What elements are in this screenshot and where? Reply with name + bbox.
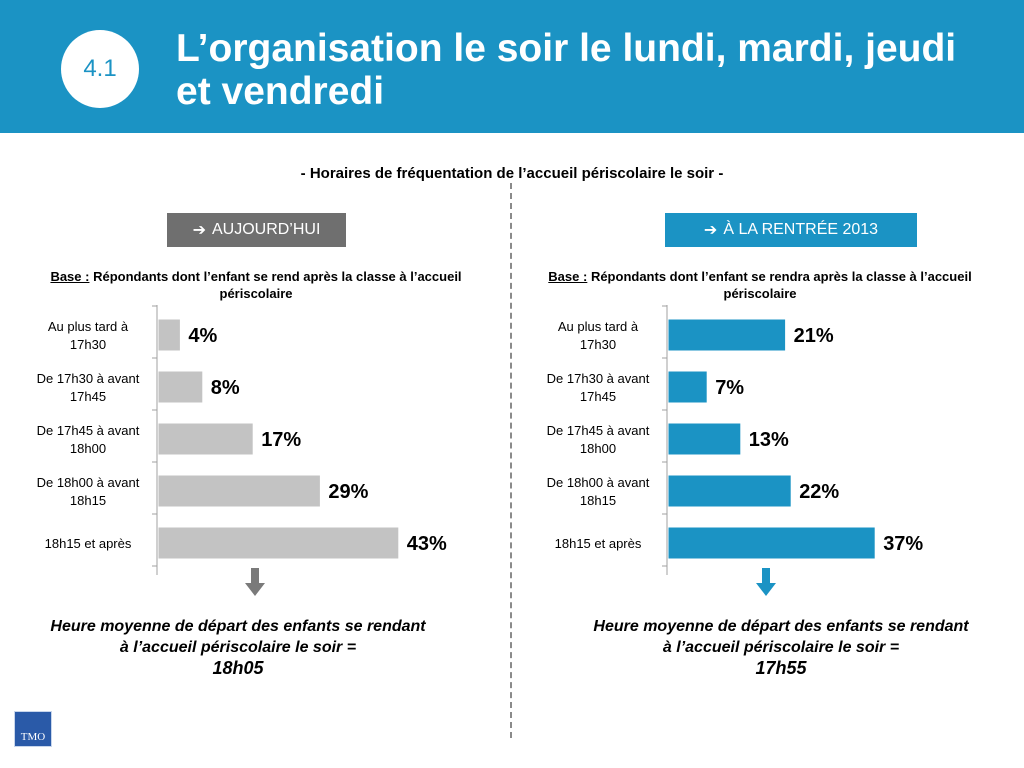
column-divider xyxy=(510,183,512,738)
category-label: De 18h00 à avant xyxy=(37,475,140,490)
category-label: De 17h30 à avant xyxy=(547,371,650,386)
category-label: 18h15 et après xyxy=(45,536,132,551)
tag-rentree-label: À LA RENTRÉE 2013 xyxy=(723,221,879,238)
bar xyxy=(667,474,792,508)
average-note-value: 18h05 xyxy=(212,658,264,678)
base-key: Base : xyxy=(50,269,90,284)
data-label: 4% xyxy=(188,325,217,347)
bar xyxy=(667,370,708,404)
bar-chart-today: 4% Au plus tard à 17h30 8% De 17h30 à avant 1… xyxy=(37,305,447,575)
tag-rentree: ➔ À LA RENTRÉE 2013 xyxy=(665,213,917,247)
category-label: 18h15 xyxy=(580,493,616,508)
category-label: De 17h30 à avant xyxy=(37,371,140,386)
data-label: 17% xyxy=(261,429,301,451)
average-note-rentree: Heure moyenne de départ des enfants se r… xyxy=(591,616,971,679)
chart-subtitle: - Horaires de fréquentation de l’accueil… xyxy=(300,165,724,182)
data-label: 21% xyxy=(794,325,834,347)
base-text: Répondants dont l’enfant se rend après l… xyxy=(89,269,462,301)
average-note-value: 17h55 xyxy=(755,658,807,678)
category-label: 18h00 xyxy=(70,441,106,456)
data-label: 7% xyxy=(715,377,744,399)
category-label: 18h15 xyxy=(70,493,106,508)
bar xyxy=(667,422,742,456)
data-label: 43% xyxy=(407,533,447,555)
average-note-today: Heure moyenne de départ des enfants se r… xyxy=(48,616,428,679)
category-label: 18h00 xyxy=(580,441,616,456)
average-note-text: Heure moyenne de départ des enfants se r… xyxy=(593,618,969,656)
base-note-today: Base : Répondants dont l’enfant se rend … xyxy=(36,268,476,302)
category-label: 17h45 xyxy=(70,389,106,404)
data-label: 13% xyxy=(749,429,789,451)
category-label: Au plus tard à xyxy=(48,319,129,334)
base-text: Répondants dont l’enfant se rendra après… xyxy=(587,269,972,301)
page-title: L’organisation le soir le lundi, mardi, … xyxy=(176,27,957,113)
bar xyxy=(157,422,254,456)
data-label: 8% xyxy=(211,377,240,399)
category-label: 17h30 xyxy=(580,337,616,352)
data-label: 37% xyxy=(883,533,923,555)
arrow-right-icon: ➔ xyxy=(192,222,206,239)
arrow-right-icon: ➔ xyxy=(703,222,718,239)
category-label: De 17h45 à avant xyxy=(547,423,650,438)
bar xyxy=(667,318,787,352)
bar xyxy=(157,370,204,404)
category-label: 18h15 et après xyxy=(555,536,642,551)
category-label: De 17h45 à avant xyxy=(37,423,140,438)
category-label: De 18h00 à avant xyxy=(547,475,650,490)
header-band: 4.1 L’organisation le soir le lundi, mar… xyxy=(0,0,1024,133)
tag-today-label: AUJOURD’HUI xyxy=(211,221,321,238)
data-label: 29% xyxy=(328,481,368,503)
average-note-text: Heure moyenne de départ des enfants se r… xyxy=(50,618,426,656)
category-label: Au plus tard à xyxy=(558,319,639,334)
bar xyxy=(157,526,400,560)
category-label: 17h30 xyxy=(70,337,106,352)
data-label: 22% xyxy=(799,481,839,503)
arrow-down-icon xyxy=(245,568,265,596)
arrow-down-icon xyxy=(756,568,776,596)
base-note-rentree: Base : Répondants dont l’enfant se rendr… xyxy=(540,268,980,302)
tag-today: ➔ AUJOURD’HUI xyxy=(167,213,346,247)
base-key: Base : xyxy=(548,269,588,284)
bar-chart-rentree: 21% Au plus tard à 17h30 7% De 17h30 à avant… xyxy=(547,305,923,575)
section-badge: 4.1 xyxy=(61,30,139,108)
bar xyxy=(157,318,181,352)
tmo-logo: TMO xyxy=(14,711,52,747)
category-label: 17h45 xyxy=(580,389,616,404)
bar xyxy=(157,474,321,508)
bar xyxy=(667,526,876,560)
